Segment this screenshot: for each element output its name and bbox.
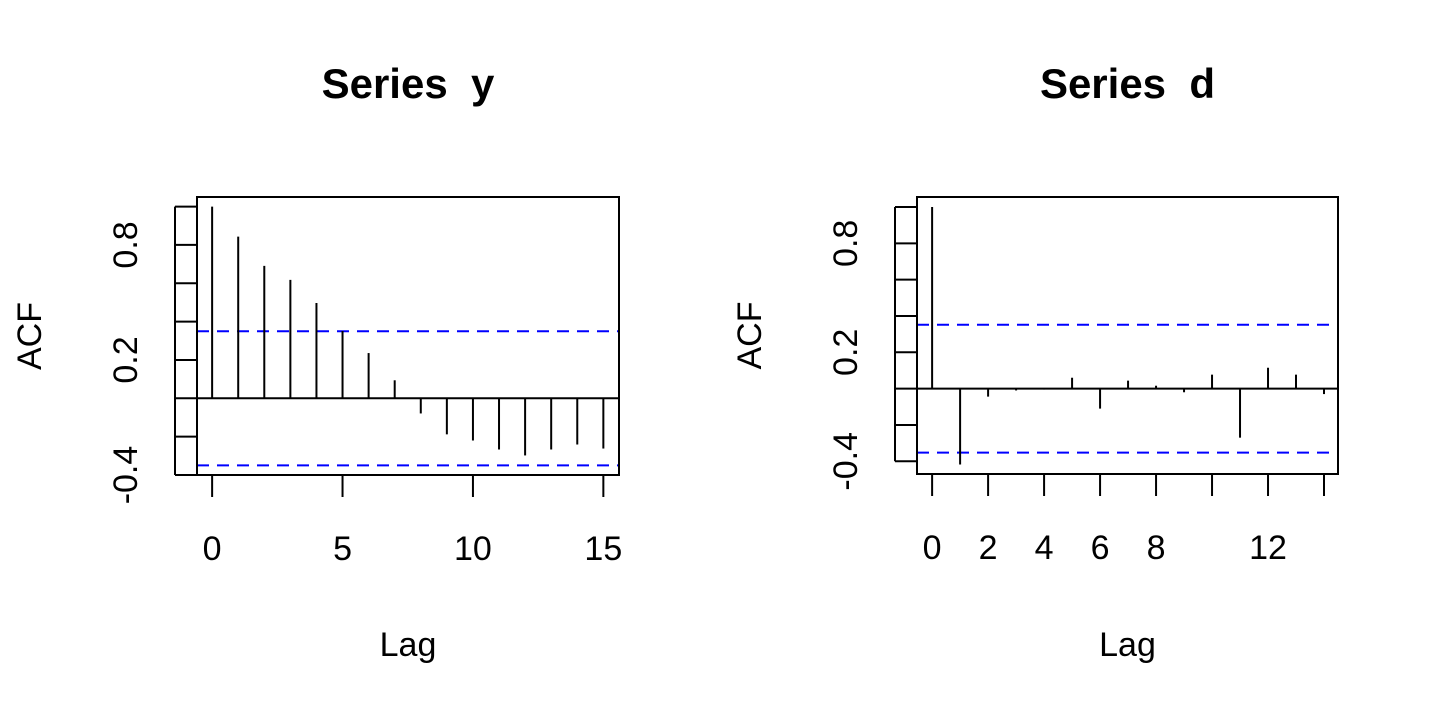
- x-tick-label: 5: [333, 530, 352, 568]
- y-tick-label: -0.4: [107, 446, 145, 505]
- y-tick-label: 0.2: [827, 329, 865, 376]
- y-axis-label: ACF: [731, 302, 769, 370]
- x-tick-label: 2: [979, 529, 998, 567]
- x-tick-label: 8: [1147, 529, 1166, 567]
- y-tick-label: 0.2: [107, 336, 145, 383]
- y-tick-label: -0.4: [827, 432, 865, 491]
- x-tick-label: 4: [1035, 529, 1054, 567]
- y-tick-label: 0.8: [827, 220, 865, 267]
- plot-box: [196, 196, 620, 476]
- plot-box: [916, 196, 1339, 475]
- panel-title: Series y: [322, 60, 495, 107]
- y-axis-label: ACF: [11, 302, 49, 370]
- x-tick-label: 10: [454, 530, 492, 568]
- x-tick-label: 0: [923, 529, 942, 567]
- x-tick-label: 0: [203, 530, 222, 568]
- x-axis-label: Lag: [1099, 626, 1156, 664]
- x-tick-label: 6: [1091, 529, 1110, 567]
- x-tick-label: 12: [1249, 529, 1287, 567]
- x-tick-label: 15: [584, 530, 622, 568]
- y-tick-label: 0.8: [107, 221, 145, 268]
- x-axis-label: Lag: [380, 626, 437, 664]
- panel-title: Series d: [1040, 60, 1215, 107]
